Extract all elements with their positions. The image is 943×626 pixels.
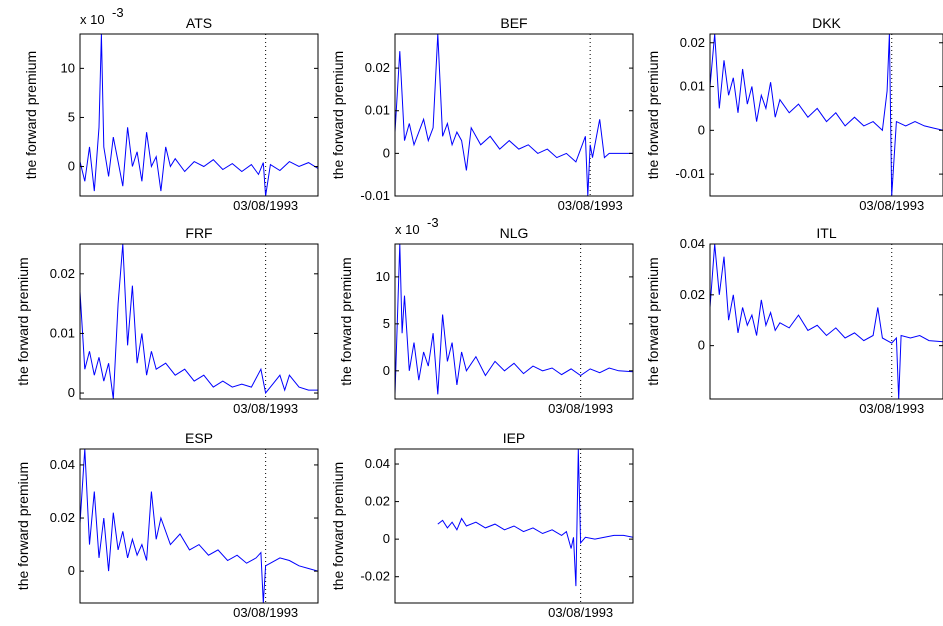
y-multiplier: x 10 (80, 12, 105, 27)
event-date-label: 03/08/1993 (859, 198, 924, 213)
panel-title: ITL (816, 225, 836, 241)
series-line (395, 244, 633, 395)
y-axis-label: the forward premium (645, 257, 661, 385)
event-date-label: 03/08/1993 (548, 605, 613, 620)
event-date-label: 03/08/1993 (233, 198, 298, 213)
panel-title: DKK (812, 15, 841, 31)
y-axis-label: the forward premium (645, 51, 661, 179)
y-tick-label: 0.01 (50, 325, 75, 340)
y-tick-label: 0.04 (365, 456, 390, 471)
y-tick-label: 0.02 (680, 287, 705, 302)
y-tick-label: 0.04 (680, 236, 705, 251)
y-tick-label: -0.01 (675, 166, 705, 181)
y-tick-label: 0.02 (50, 510, 75, 525)
y-tick-label: 0 (383, 145, 390, 160)
y-tick-label: -0.01 (360, 188, 390, 203)
series-line (437, 449, 633, 587)
series-line (710, 244, 943, 399)
plot-frame (79, 243, 319, 400)
plot-frame (79, 33, 319, 197)
y-tick-label: 0.02 (365, 494, 390, 509)
panel-title: ATS (186, 15, 212, 31)
panel-title: BEF (500, 15, 527, 31)
y-tick-label: 10 (376, 269, 390, 284)
y-tick-label: 0 (68, 563, 75, 578)
panel-ats: 0 5 10 ATS the forward premium 03/08/1993 x 10… (23, 5, 319, 213)
y-tick-label: 5 (68, 109, 75, 124)
panel-esp: 0 0.02 0.04 ESP the forward premium 03/08/199… (15, 430, 319, 620)
panel-title: FRF (185, 225, 212, 241)
series-line (710, 34, 943, 196)
y-axis-label: the forward premium (15, 257, 31, 385)
event-date-label: 03/08/1993 (859, 401, 924, 416)
y-tick-label: 5 (383, 316, 390, 331)
panel-nlg: 0 5 10 NLG the forward premium 03/08/1993 x 10… (338, 215, 634, 416)
y-tick-label: 0.01 (365, 103, 390, 118)
panel-frf: 0 0.01 0.02 FRF the forward premium 03/08/199… (15, 225, 319, 416)
y-axis-label: the forward premium (338, 257, 354, 385)
series-line (80, 244, 318, 399)
y-tick-label: 0.04 (50, 457, 75, 472)
series-line (80, 34, 318, 196)
y-tick-label: 10 (61, 60, 75, 75)
y-tick-label: 0.02 (50, 266, 75, 281)
y-tick-label: 0.02 (680, 35, 705, 50)
y-tick-label: 0 (698, 122, 705, 137)
y-exponent: -3 (427, 215, 439, 230)
y-tick-label: 0 (698, 338, 705, 353)
plot-frame (709, 33, 943, 197)
panel-bef: -0.01 0 0.01 0.02 BEF the forward premium 03/0… (330, 15, 634, 213)
series-line (395, 34, 633, 196)
y-tick-label: 0 (68, 385, 75, 400)
plot-frame (394, 448, 634, 604)
y-axis-label: the forward premium (15, 462, 31, 590)
series-line (80, 449, 318, 603)
panel-title: ESP (185, 430, 213, 446)
event-date-label: 03/08/1993 (558, 198, 623, 213)
y-axis-label: the forward premium (23, 51, 39, 179)
event-date-label: 03/08/1993 (233, 401, 298, 416)
y-tick-label: 0 (383, 531, 390, 546)
y-multiplier: x 10 (395, 222, 420, 237)
panel-iep: -0.02 0 0.02 0.04 IEP the forward premium 03/0… (330, 430, 634, 620)
panel-dkk: -0.01 0 0.01 0.02 DKK the forward premium 03/0… (645, 15, 943, 213)
y-tick-label: 0.02 (365, 60, 390, 75)
plot-frame (79, 448, 319, 604)
y-axis-label: the forward premium (330, 462, 346, 590)
panel-title: NLG (500, 225, 529, 241)
plot-frame (709, 243, 943, 400)
y-tick-label: 0.01 (680, 79, 705, 94)
panel-title: IEP (503, 430, 526, 446)
y-exponent: -3 (112, 5, 124, 20)
y-axis-label: the forward premium (330, 51, 346, 179)
y-tick-label: -0.02 (360, 569, 390, 584)
plot-frame (394, 243, 634, 400)
event-date-label: 03/08/1993 (548, 401, 613, 416)
panel-itl: 0 0.02 0.04 ITL the forward premium 03/08/199… (645, 225, 943, 416)
plot-frame (394, 33, 634, 197)
y-tick-label: 0 (383, 363, 390, 378)
event-date-label: 03/08/1993 (233, 605, 298, 620)
y-tick-label: 0 (68, 159, 75, 174)
